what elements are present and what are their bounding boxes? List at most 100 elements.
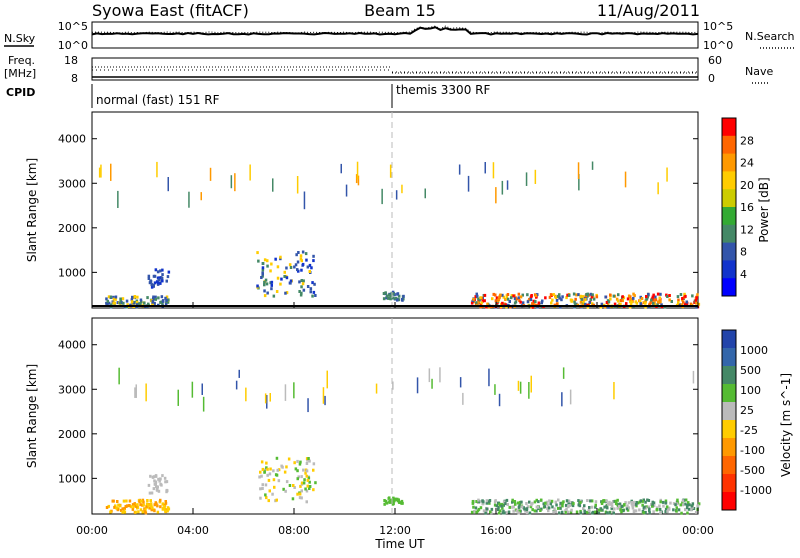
velocity-data-cell <box>594 510 597 514</box>
velocity-data-cell <box>519 381 522 394</box>
power-data-cell <box>283 275 286 278</box>
velocity-data-cell <box>156 504 159 508</box>
velocity-data-cell <box>159 477 162 481</box>
velocity-data-cell <box>493 500 497 504</box>
power-data-cell <box>114 295 118 299</box>
power-data-cell <box>591 302 594 306</box>
velocity-data-cell <box>261 483 264 487</box>
power-data-cell <box>510 296 513 300</box>
power-data-cell <box>114 297 117 301</box>
velocity-data-cell <box>528 500 531 504</box>
velocity-data-cell <box>652 510 655 514</box>
velocity-data-cell <box>151 506 154 510</box>
velocity-data-cell <box>107 504 110 508</box>
velocity-data-cell <box>141 498 145 502</box>
nsky-tick-bottom: 10^0 <box>58 39 88 52</box>
time-tick-label: 04:00 <box>177 524 209 537</box>
power-data-cell <box>256 284 259 288</box>
velocity-data-cell <box>134 387 136 398</box>
power-data-cell <box>467 175 470 192</box>
velocity-data-cell <box>612 500 615 503</box>
power-data-cell <box>308 270 311 273</box>
velocity-data-cell <box>267 499 270 503</box>
velocity-data-cell <box>658 504 661 508</box>
power-data-cell <box>147 277 151 280</box>
power-colorbar-swatch <box>722 207 736 226</box>
power-data-cell <box>682 295 686 299</box>
velocity-data-cell <box>485 507 489 511</box>
power-data-cell <box>494 299 498 303</box>
power-data-cell <box>98 167 101 178</box>
freq-label: Freq. <box>8 54 35 67</box>
power-data-cell <box>582 300 585 304</box>
power-data-cell <box>151 299 154 303</box>
time-tick-label: 00:00 <box>682 524 714 537</box>
power-data-cell <box>154 268 158 272</box>
velocity-data-cell <box>136 503 139 507</box>
velocity-ytick-label: 2000 <box>58 428 86 441</box>
velocity-data-cell <box>577 499 580 503</box>
power-data-cell <box>261 262 265 265</box>
power-data-cell <box>654 298 658 302</box>
velocity-data-cell <box>272 469 275 473</box>
power-data-cell <box>263 258 267 262</box>
power-data-cell <box>650 298 653 302</box>
velocity-data-cell <box>462 392 464 405</box>
power-data-cell <box>685 300 688 304</box>
velocity-data-cell <box>613 382 615 400</box>
velocity-data-cell <box>528 382 530 399</box>
velocity-data-cell <box>626 504 629 508</box>
power-colorbar: 28 24 20 16 12 8 4 <box>721 117 754 297</box>
power-data-cell <box>629 298 633 302</box>
power-data-cell <box>595 295 599 299</box>
power-data-cell <box>591 293 594 297</box>
velocity-data-cell <box>149 504 153 508</box>
power-data-cell <box>619 302 622 306</box>
velocity-data-cell <box>501 506 504 510</box>
power-data-cell <box>301 282 305 286</box>
velocity-data-cell <box>269 393 271 402</box>
power-data-cell <box>677 301 680 304</box>
velocity-data-cell <box>141 510 145 514</box>
power-data-cell <box>531 302 534 306</box>
power-data-cell <box>158 276 161 280</box>
velocity-data-cell <box>498 393 501 407</box>
power-data-cell <box>683 292 686 296</box>
velocity-data-cell <box>116 508 120 512</box>
power-data-cell <box>530 294 533 297</box>
velocity-data-cell <box>610 506 613 510</box>
velocity-data-cell <box>292 484 295 487</box>
velocity-data-cell <box>389 500 392 504</box>
cpid-label: CPID <box>6 86 35 99</box>
power-data-cell <box>531 305 535 309</box>
time-tick-label: 20:00 <box>581 524 613 537</box>
power-data-cell <box>683 302 687 306</box>
power-data-cell <box>635 301 639 305</box>
velocity-data-cell <box>392 498 395 502</box>
power-data-cell <box>556 294 560 298</box>
nsearch-tick-top: 10^5 <box>703 20 733 33</box>
power-data-cell <box>389 294 392 298</box>
power-data-cell <box>311 281 314 285</box>
velocity-data-cell <box>590 505 594 509</box>
velocity-data-cell <box>516 501 520 505</box>
freq-panel-frame <box>91 57 699 81</box>
velocity-data-cell <box>164 480 167 484</box>
velocity-data-cell <box>482 509 486 513</box>
power-data-cell <box>137 302 141 306</box>
power-data-cell <box>604 295 607 299</box>
power-data-cell <box>579 300 583 304</box>
velocity-data-cell <box>305 462 309 465</box>
power-data-cell <box>147 274 151 278</box>
velocity-data-cell <box>634 509 638 513</box>
velocity-data-cell <box>692 507 696 510</box>
velocity-data-cell <box>264 393 267 404</box>
nave-tick-bottom: 0 <box>708 72 715 85</box>
velocity-data-cell <box>557 498 560 502</box>
velocity-data-cell <box>571 504 575 508</box>
velocity-data-cell <box>672 508 675 512</box>
velocity-data-cell <box>475 500 478 503</box>
velocity-data-cell <box>201 383 203 395</box>
time-tick-label: 08:00 <box>278 524 310 537</box>
power-data-cell <box>310 266 313 270</box>
